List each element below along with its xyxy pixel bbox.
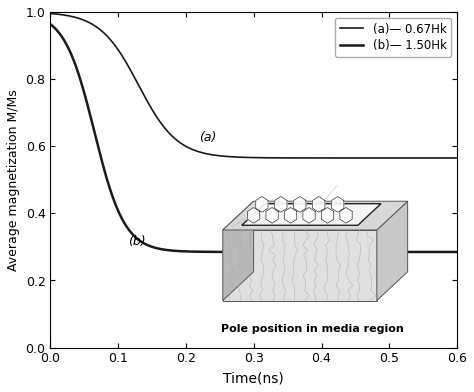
Text: (a): (a) xyxy=(200,131,217,144)
Polygon shape xyxy=(256,196,268,212)
Polygon shape xyxy=(266,207,278,223)
Polygon shape xyxy=(284,207,297,223)
Text: Pole position in media region: Pole position in media region xyxy=(221,324,404,334)
Text: (b): (b) xyxy=(128,235,146,248)
Polygon shape xyxy=(223,201,408,230)
Y-axis label: Average magnetization M/Ms: Average magnetization M/Ms xyxy=(7,89,20,270)
Polygon shape xyxy=(247,207,260,223)
Polygon shape xyxy=(377,201,408,301)
Polygon shape xyxy=(340,207,352,223)
Polygon shape xyxy=(223,230,377,301)
Polygon shape xyxy=(242,204,381,225)
Polygon shape xyxy=(275,196,287,212)
Polygon shape xyxy=(294,196,306,212)
X-axis label: Time(ns): Time(ns) xyxy=(223,371,284,385)
Polygon shape xyxy=(332,196,344,212)
Polygon shape xyxy=(321,207,334,223)
Legend: (a)— 0.67Hk, (b)— 1.50Hk: (a)— 0.67Hk, (b)— 1.50Hk xyxy=(335,18,451,57)
Polygon shape xyxy=(303,207,315,223)
Polygon shape xyxy=(223,201,254,301)
Polygon shape xyxy=(313,196,325,212)
